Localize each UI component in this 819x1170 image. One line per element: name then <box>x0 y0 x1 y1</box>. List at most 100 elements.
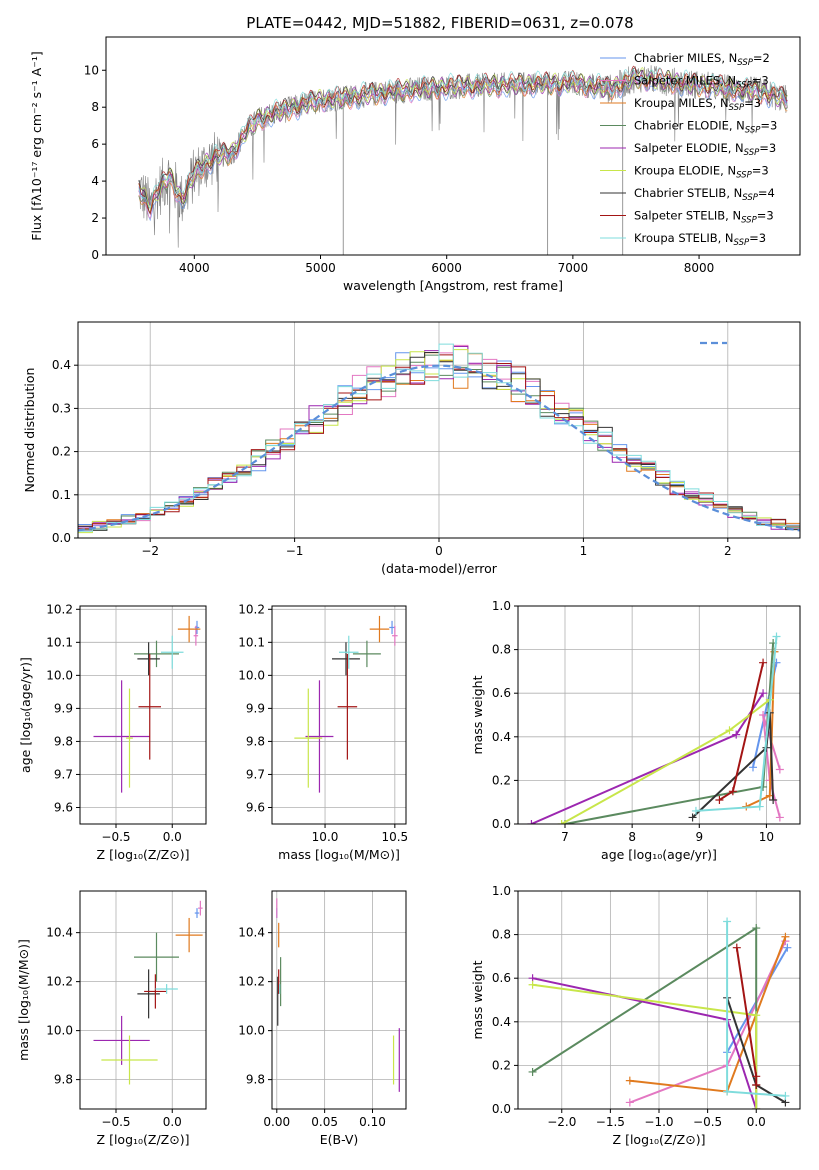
histogram-9 <box>78 343 800 538</box>
y-tick-label: 9.9 <box>54 701 73 715</box>
legend-label: Salpeter STELIB, NSSP=3 <box>634 209 774 226</box>
massweight-vs-Z-axes: −2.0 −1.5 −1.0 −0.5 0.0 0.0 0.2 0.4 0.6 0.8 1.0 Z [… <box>470 884 801 1147</box>
point-salpeter-elodie <box>93 680 150 793</box>
mass-vs-EBV-plot-area <box>276 898 400 1092</box>
y-tick-label: 0.8 <box>492 643 511 657</box>
age-vs-mass-plot-area <box>294 615 398 793</box>
legend-label: Kroupa STELIB, NSSP=3 <box>634 231 766 248</box>
legend-label: Kroupa ELODIE, NSSP=3 <box>634 164 769 181</box>
y-tick-label: 0.3 <box>52 401 71 415</box>
x-tick-label: −0.5 <box>101 1115 130 1129</box>
point-chabrier-miles <box>194 908 200 918</box>
x-tick-label: 10.5 <box>381 830 408 844</box>
point-chabrier-stelib <box>332 642 360 676</box>
x-tick-label: 6000 <box>431 261 462 275</box>
point-kroupa-stelib <box>161 635 184 669</box>
point-chabrier-stelib <box>137 642 160 676</box>
point-kroupa-miles <box>175 917 203 953</box>
age-vs-Z-frame <box>79 605 207 825</box>
x-tick-label: −2 <box>141 544 159 558</box>
mass-weight-marker <box>775 765 784 774</box>
y-axis-label: mass weight <box>470 675 485 754</box>
point-kroupa-elodie <box>294 688 323 788</box>
mass-weight-marker <box>752 1072 761 1081</box>
y-axis-label: Flux [fλ10⁻¹⁷ erg cm⁻² s⁻¹ A⁻¹] <box>29 51 44 240</box>
y-axis-label: mass weight <box>470 960 485 1039</box>
mass-weight-line-8 <box>735 947 758 1085</box>
y-tick-label: 10.2 <box>238 975 265 989</box>
mass-weight-marker <box>769 796 778 805</box>
mass-weight-marker <box>528 980 537 989</box>
mass-weight-marker <box>688 813 697 822</box>
x-axis-label: Z [log₁₀(Z/Z⊙)] <box>613 1132 706 1147</box>
point-kroupa-miles <box>177 615 201 643</box>
point-salpeter-stelib <box>337 653 358 760</box>
x-tick-label: 0.0 <box>163 1115 182 1129</box>
massweight-vs-Z-plot-area <box>528 917 792 1109</box>
mass-weight-marker <box>755 802 764 811</box>
massweight-vs-age-axes: 7 8 9 10 0.0 0.2 0.4 0.6 0.8 1.0 age [log₁₀(age/yr… <box>470 599 801 862</box>
mass-vs-EBV-axes: 0.00 0.05 0.10 9.8 10.0 10.2 10.4 E(B-V) <box>238 890 407 1147</box>
point-chabrier-elodie <box>134 932 179 982</box>
point-kroupa-elodie <box>126 688 133 788</box>
mass-weight-marker <box>783 943 792 952</box>
mass-weight-marker <box>772 632 781 641</box>
mass-vs-Z-axes: −0.5 0.0 9.8 10.0 10.2 10.4 Z [log₁₀(Z/Z⊙)] mas… <box>16 890 207 1147</box>
y-tick-label: 0.6 <box>492 971 511 985</box>
point-chabrier-elodie <box>134 640 179 668</box>
y-tick-label: 2 <box>91 211 99 225</box>
x-axis-label: Z [log₁₀(Z/Z⊙)] <box>97 847 190 862</box>
y-tick-label: 9.8 <box>54 1073 73 1087</box>
y-tick-label: 10.0 <box>46 1024 73 1038</box>
mass-weight-marker <box>759 711 768 719</box>
y-tick-label: 1.0 <box>492 884 511 898</box>
legend-label: Salpeter MILES, NSSP=3 <box>634 74 769 91</box>
x-tick-label: 0 <box>435 544 443 558</box>
legend-label: Kroupa MILES, NSSP=3 <box>634 96 761 113</box>
mass-weight-marker <box>752 1011 761 1020</box>
mass-vs-Z-frame <box>79 890 207 1110</box>
y-tick-label: 9.9 <box>246 701 265 715</box>
point-chabrier-stelib <box>137 969 160 1019</box>
mass-weight-marker <box>775 813 784 822</box>
mass-weight-marker <box>759 782 768 791</box>
x-tick-label: 7 <box>561 830 569 844</box>
x-tick-label: −1 <box>286 544 304 558</box>
mass-weight-marker <box>527 820 536 824</box>
y-tick-label: 10.2 <box>46 975 73 989</box>
x-tick-label: 0.05 <box>311 1115 338 1129</box>
x-axis-label: age [log₁₀(age/yr)] <box>601 847 717 862</box>
x-axis-label: (data-model)/error <box>381 561 498 576</box>
point-salpeter-elodie <box>93 1015 150 1065</box>
legend-label: Chabrier ELODIE, NSSP=3 <box>634 119 777 136</box>
y-tick-label: 0.0 <box>52 531 71 545</box>
point-chabrier-miles <box>389 620 395 635</box>
y-tick-label: 0.2 <box>492 773 511 787</box>
point-kroupa-stelib <box>339 635 359 669</box>
y-tick-label: 10.0 <box>46 668 73 682</box>
x-tick-label: 10 <box>759 830 774 844</box>
point-chabrier-elodie <box>352 640 381 668</box>
model-line-8 <box>138 65 788 215</box>
y-tick-label: 10.0 <box>238 1024 265 1038</box>
model-line-6 <box>138 66 788 211</box>
y-tick-label: 0.1 <box>52 488 71 502</box>
x-tick-label: −1.0 <box>644 1115 673 1129</box>
mass-weight-marker <box>723 917 732 926</box>
x-tick-label: 2 <box>724 544 732 558</box>
mass-weight-marker <box>625 1098 634 1107</box>
point-kroupa-miles <box>369 615 390 643</box>
y-tick-label: 0.4 <box>492 1015 511 1029</box>
model-line-7 <box>138 67 788 216</box>
y-axis-label: Normed distribution <box>22 368 37 493</box>
residuals-axes: −2 −1 0 1 2 0.0 0.1 0.2 0.3 0.4 (data-model)/error… <box>22 321 801 576</box>
y-tick-label: 10.1 <box>238 635 265 649</box>
y-tick-label: 10.1 <box>46 635 73 649</box>
mass-weight-marker <box>732 943 741 952</box>
mass-weight-marker <box>781 1091 790 1100</box>
mass-weight-marker <box>759 689 768 698</box>
x-tick-label: 4000 <box>179 261 210 275</box>
residuals-plot-area <box>78 343 800 538</box>
y-tick-label: 9.6 <box>54 800 73 814</box>
spectrum-axes: 4000 5000 6000 7000 8000 0 2 4 6 8 10 wavelength [A… <box>29 36 801 293</box>
